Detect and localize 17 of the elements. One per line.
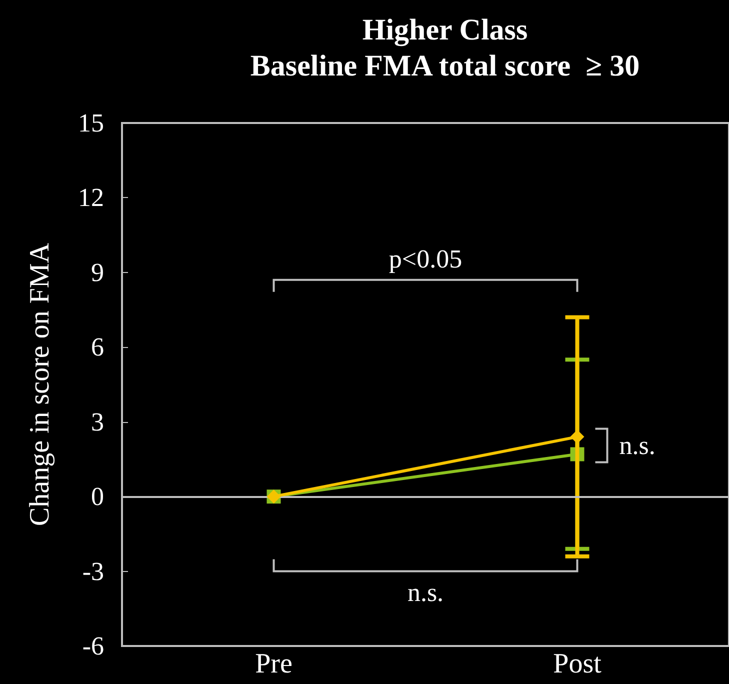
- chart-subtitle: Baseline FMA total score ≥ 30: [250, 50, 640, 82]
- annotation: p<0.05: [388, 244, 462, 274]
- x-tick-label: Post: [553, 648, 602, 680]
- y-tick-label: 15: [78, 108, 104, 138]
- y-tick-label: -6: [82, 632, 104, 660]
- y-axis-title: Change in score on FMA: [24, 242, 56, 526]
- chart-title: Higher Class: [362, 14, 528, 46]
- annotation: n.s.: [407, 578, 444, 607]
- annotation: n.s.: [619, 431, 656, 460]
- y-tick-label: 3: [91, 407, 104, 436]
- y-tick-label: -3: [82, 556, 104, 586]
- y-tick-label: 0: [91, 482, 104, 512]
- y-tick-label: 12: [78, 183, 104, 212]
- y-tick-label: 6: [91, 332, 104, 362]
- point: [570, 430, 584, 444]
- y-tick-label: 9: [91, 258, 104, 287]
- x-tick-label: Pre: [255, 648, 292, 680]
